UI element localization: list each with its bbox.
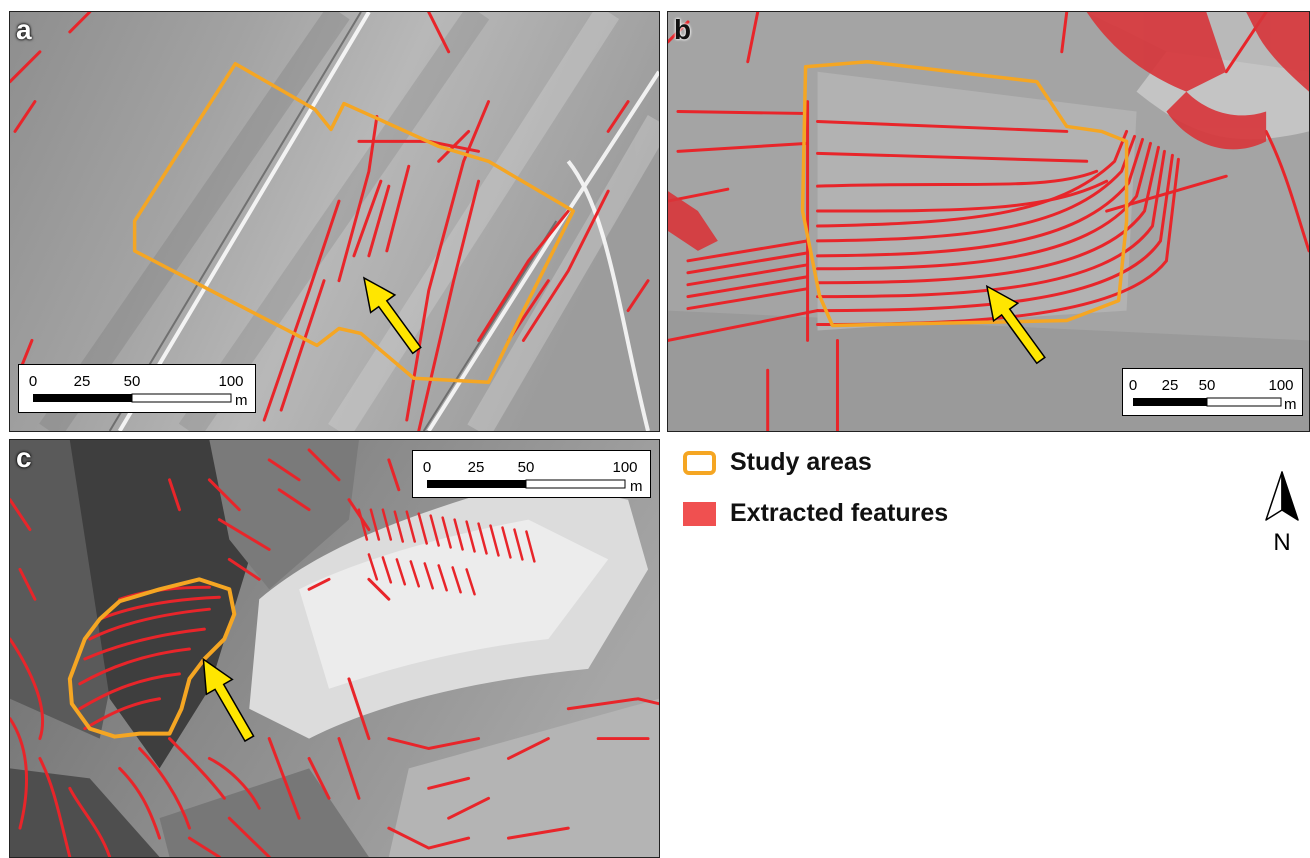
scale-unit: m (235, 392, 248, 409)
extracted-features-b (668, 12, 1309, 431)
features-swatch (683, 501, 716, 526)
hillshade-map-a (10, 12, 659, 431)
scale-tick-25: 25 (1162, 377, 1179, 394)
scale-unit: m (630, 478, 643, 495)
scale-tick-50: 50 (1199, 377, 1216, 394)
scale-tick-100: 100 (218, 373, 243, 390)
pointer-arrow-a (362, 276, 422, 355)
map-panel-c: c 0 25 50 100 m (9, 439, 660, 858)
scale-unit: m (1284, 396, 1297, 413)
study-area-outline-b (800, 60, 1129, 328)
scale-tick-50: 50 (518, 459, 535, 476)
scale-tick-50: 50 (124, 373, 141, 390)
legend-item-extracted-features: Extracted features (683, 499, 948, 528)
panel-label-c: c (16, 442, 32, 473)
scale-bar-a: 0 25 50 100 m (18, 364, 256, 413)
panel-label-a: a (16, 14, 32, 45)
scale-tick-25: 25 (74, 373, 91, 390)
pointer-arrow-c (202, 657, 255, 743)
north-arrow: N (1262, 470, 1302, 556)
scale-tick-0: 0 (1129, 377, 1137, 394)
extracted-features-c (10, 448, 659, 857)
study-area-swatch (683, 450, 716, 475)
scale-tick-100: 100 (612, 459, 637, 476)
legend-label: Extracted features (730, 499, 949, 527)
scale-tick-25: 25 (468, 459, 485, 476)
study-area-outline-a (132, 62, 576, 384)
scale-bar-b: 0 25 50 100 m (1122, 368, 1303, 416)
study-area-outline-c (67, 577, 237, 739)
legend-label: Study areas (730, 448, 872, 476)
scale-tick-0: 0 (29, 373, 37, 390)
scale-tick-100: 100 (1268, 377, 1293, 394)
hillshade-map-c (10, 440, 659, 857)
pointer-arrow-b (985, 284, 1046, 365)
extracted-features-a (10, 12, 650, 431)
legend-item-study-areas: Study areas (683, 448, 872, 477)
map-panel-a: a 0 25 50 100 m (9, 11, 660, 432)
scale-tick-0: 0 (423, 459, 431, 476)
map-panel-b: b 0 25 50 100 m (667, 11, 1310, 432)
panel-label-b: b (674, 14, 692, 45)
hillshade-map-b (668, 12, 1309, 431)
north-arrow-icon: N (1265, 471, 1299, 556)
north-label: N (1273, 529, 1290, 554)
scale-bar-c: 0 25 50 100 m (412, 450, 651, 498)
